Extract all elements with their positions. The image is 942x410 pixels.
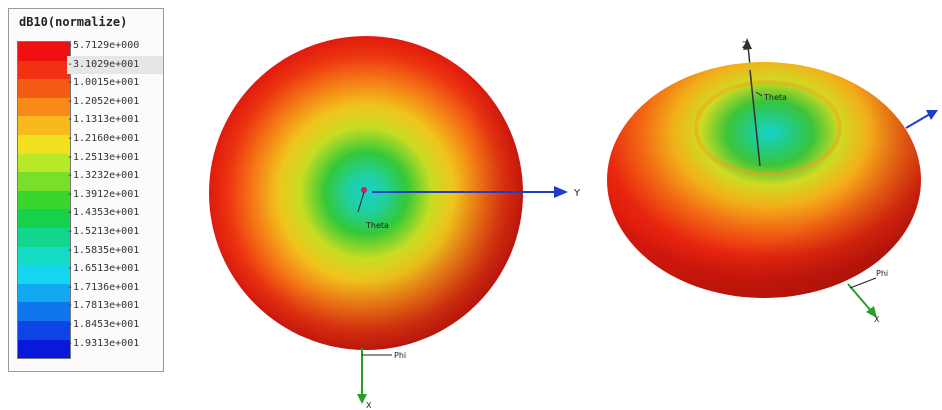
top-y-axis-arrowhead <box>554 186 568 198</box>
legend-swatch <box>18 190 70 210</box>
legend-swatch <box>18 320 70 340</box>
legend-swatch <box>18 246 70 266</box>
iso-theta-label: Theta <box>763 93 787 102</box>
legend-value-label: -3.1029e+001 <box>67 55 163 75</box>
legend-value-label: -1.6513e+001 <box>67 263 140 275</box>
top-center-marker <box>361 187 367 193</box>
legend-value-label: -1.0015e+001 <box>67 77 140 89</box>
legend-value-label: -1.2052e+001 <box>67 95 140 107</box>
top-y-axis-label: Y <box>573 188 581 199</box>
iso-phi-label: Phi <box>876 269 888 278</box>
legend-value-label: -1.1313e+001 <box>67 114 140 126</box>
iso-y-axis <box>905 113 931 129</box>
iso-phi-line <box>849 277 877 289</box>
iso-y-axis-arrowhead <box>926 110 938 120</box>
legend-swatch <box>18 42 70 61</box>
iso-x-axis-arrowhead <box>866 306 877 318</box>
legend-title: dB10(normalize) <box>19 15 128 29</box>
iso-z-axis-label: Z <box>742 41 748 51</box>
iso-theta-line <box>755 91 763 97</box>
legend-value-label: -1.2160e+001 <box>67 132 140 144</box>
legend-value-label: -1.2513e+001 <box>67 151 140 163</box>
legend-swatch <box>18 153 70 173</box>
iso-x-axis <box>847 283 873 313</box>
legend-swatch <box>18 339 70 359</box>
top-view-shading <box>209 36 523 350</box>
iso-view-pattern: Z Theta Phi X <box>607 38 938 324</box>
legend-value-label: -1.5835e+001 <box>67 244 140 256</box>
legend-color-bar <box>17 41 71 360</box>
legend-swatch <box>18 116 70 135</box>
top-x-axis-label: X <box>366 401 372 410</box>
legend-value-label: -1.3232e+001 <box>67 170 140 182</box>
legend-value-label: -5.7129e+000 <box>67 40 140 51</box>
legend-swatch <box>18 209 70 228</box>
legend-value-label: -1.5213e+001 <box>67 225 140 237</box>
iso-lobe-rim <box>694 80 842 176</box>
legend-swatch <box>18 283 70 303</box>
legend-value-label: -1.7136e+001 <box>67 281 140 293</box>
legend-value-label: -1.8453e+001 <box>67 318 140 330</box>
legend-swatch <box>18 227 70 247</box>
legend-swatch <box>18 97 70 117</box>
iso-z-axis-arrowhead <box>743 38 752 50</box>
top-view-pattern: Y Theta Phi X <box>209 36 581 410</box>
legend-swatch <box>18 172 70 191</box>
legend-value-labels: -5.7129e+000 -3.1029e+001 -1.0015e+001 -1.2… <box>67 37 163 353</box>
legend-swatch <box>18 302 70 321</box>
legend-swatch <box>18 134 70 154</box>
iso-x-axis-label: X <box>874 315 880 324</box>
legend-swatch <box>18 265 70 284</box>
iso-body-shading <box>607 62 921 298</box>
legend-value-label: -1.9313e+001 <box>67 337 140 349</box>
top-phi-label: Phi <box>394 351 406 360</box>
legend-swatch <box>18 79 70 98</box>
top-theta-line <box>357 191 365 213</box>
iso-z-axis-front <box>749 69 761 167</box>
legend-value-label: -1.4353e+001 <box>67 207 140 219</box>
color-scale-legend: dB10(normalize) -5.7129e+000 -3.1029e+001… <box>8 8 164 372</box>
top-x-axis-arrowhead <box>357 394 367 404</box>
top-theta-label: Theta <box>365 221 389 230</box>
legend-value-label: -1.7813e+001 <box>67 300 140 312</box>
legend-swatch <box>18 60 70 80</box>
legend-value-label: -1.3912e+001 <box>67 188 140 200</box>
